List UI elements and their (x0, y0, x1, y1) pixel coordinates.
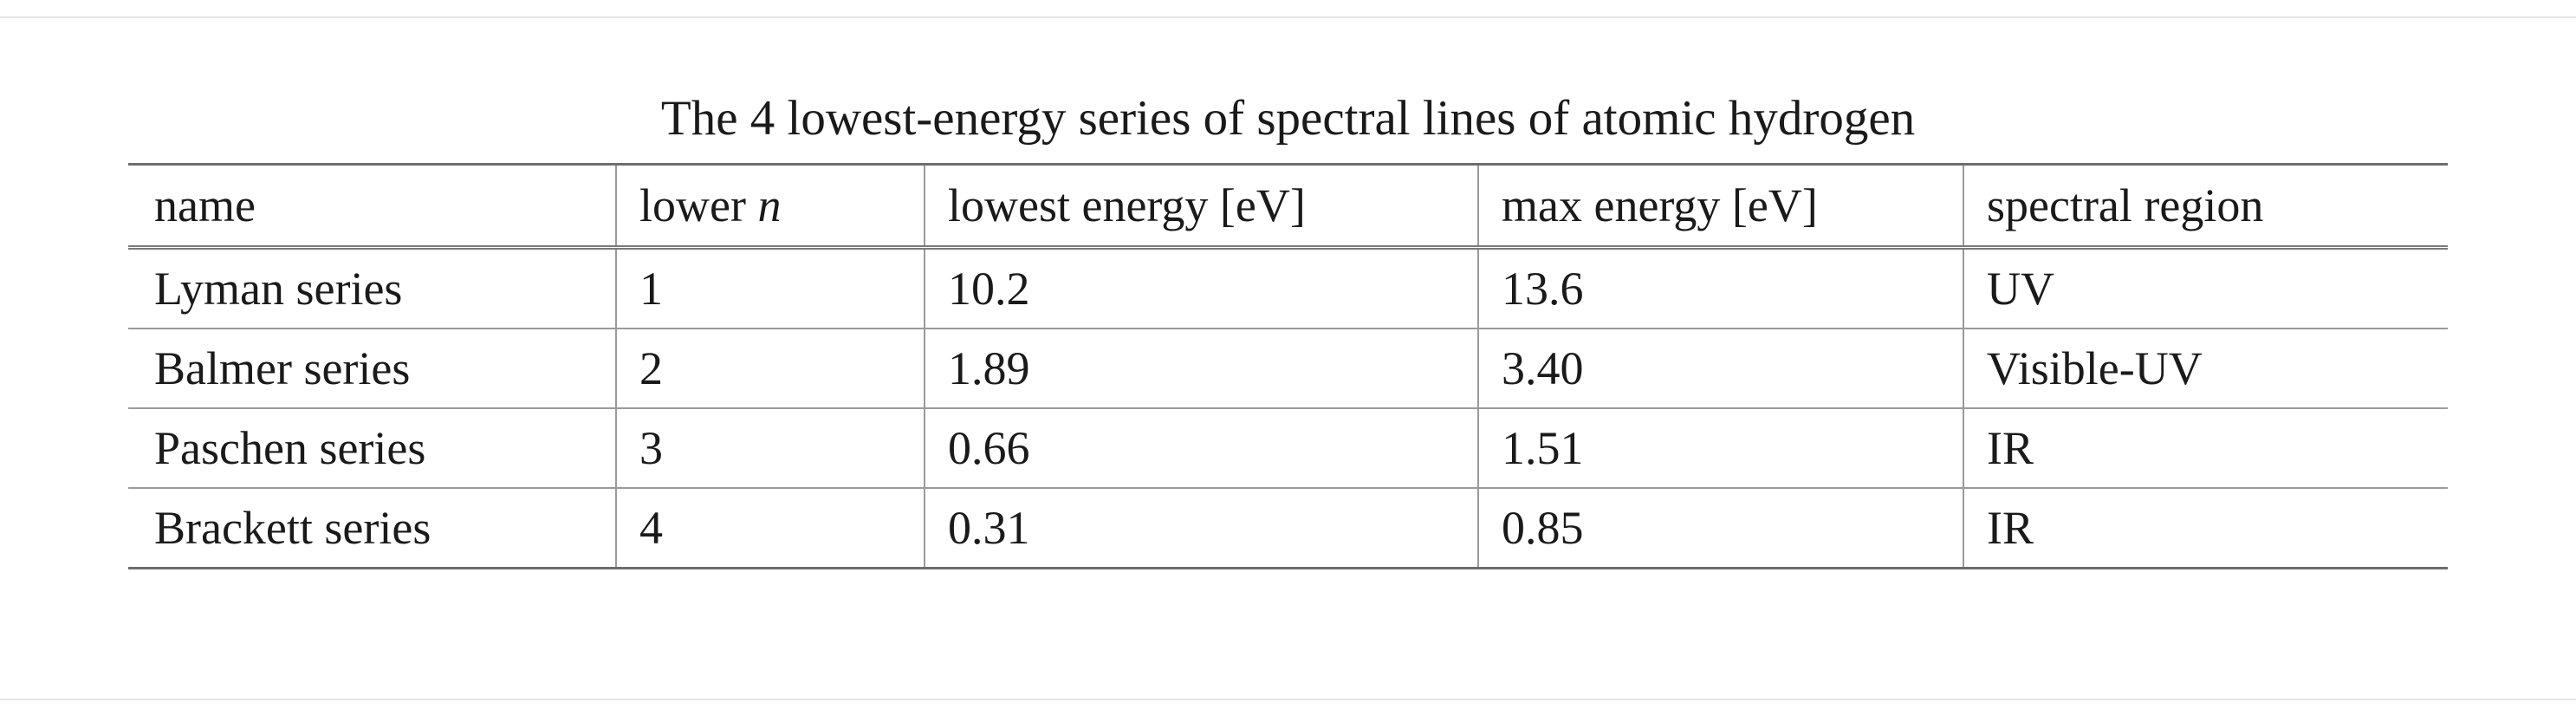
table-row: Lyman series 1 10.2 13.6 UV (128, 247, 2448, 329)
header-cell: max energy [eV] (1477, 164, 1963, 250)
table-row: Brackett series 4 0.31 0.85 IR (128, 488, 2448, 569)
table-cell: 1 (615, 247, 925, 329)
header-cell: spectral region (1963, 164, 2448, 250)
table-cell: 10.2 (924, 247, 1478, 329)
table-cell: 4 (615, 488, 925, 569)
table-cell: UV (1963, 247, 2448, 329)
header-cell: name (128, 164, 616, 250)
table-title: The 4 lowest-energy series of spectral l… (660, 91, 1916, 146)
header-cell: lowest energy [eV] (924, 164, 1478, 250)
table-cell: 1.89 (924, 328, 1478, 409)
table-cell: IR (1963, 488, 2448, 569)
table-cell: 0.31 (924, 488, 1478, 569)
bottom-rule (0, 699, 2576, 700)
table-cell: 3.40 (1477, 328, 1963, 409)
table-cell: 2 (615, 328, 925, 409)
table-cell: 13.6 (1477, 247, 1963, 329)
table-cell: Balmer series (128, 328, 616, 409)
table-body: Lyman series 1 10.2 13.6 UV Balmer series 2 1.8… (128, 247, 2448, 569)
header-row: name lower n lowest energy [eV] max energy … (128, 164, 2448, 250)
table-cell: 0.85 (1477, 488, 1963, 569)
header-cell: lower n (615, 164, 925, 250)
table-cell: IR (1963, 408, 2448, 489)
header-variable: n (757, 179, 782, 231)
table-row: Paschen series 3 0.66 1.51 IR (128, 408, 2448, 489)
table-cell: Brackett series (128, 488, 616, 569)
table-row: Balmer series 2 1.89 3.40 Visible-UV (128, 328, 2448, 409)
table-cell: 1.51 (1477, 408, 1963, 489)
table-cell: Visible-UV (1963, 328, 2448, 409)
table-header: name lower n lowest energy [eV] max energy … (128, 164, 2448, 250)
header-text: lower (639, 179, 746, 231)
spectral-table: name lower n lowest energy [eV] max energy … (128, 163, 2448, 569)
table-cell: 0.66 (924, 408, 1478, 489)
top-rule (0, 16, 2576, 18)
table-cell: Lyman series (128, 247, 616, 329)
table-cell: Paschen series (128, 408, 616, 489)
table-cell: 3 (615, 408, 925, 489)
